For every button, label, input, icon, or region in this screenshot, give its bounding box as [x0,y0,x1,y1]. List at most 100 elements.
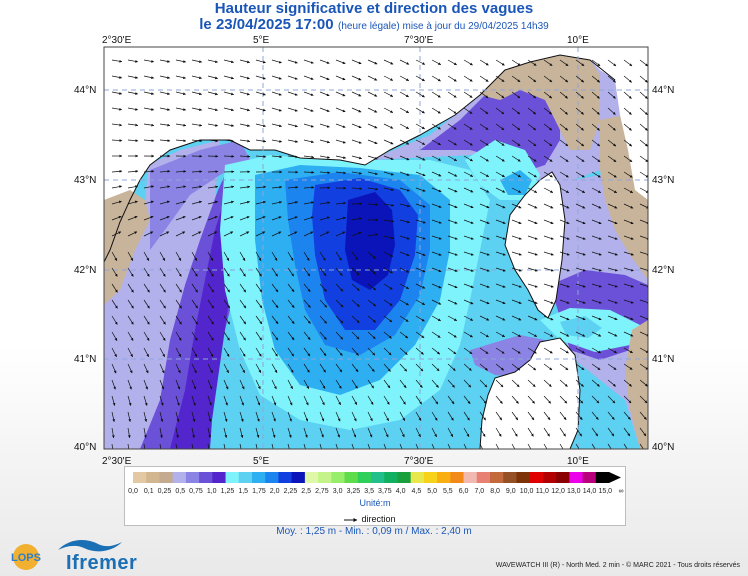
direction-arrow [335,155,347,159]
direction-arrow [351,427,357,438]
legend-swatch [172,472,187,483]
direction-arrow [111,139,123,142]
direction-arrow [415,363,424,372]
direction-arrow [623,347,633,354]
direction-arrow [623,203,634,209]
direction-arrow [607,139,617,147]
direction-arrow [143,315,150,325]
direction-arrow [431,75,441,82]
direction-arrow [303,107,314,112]
direction-arrow [447,203,458,208]
direction-arrow [143,283,150,293]
direction-arrow [255,91,266,96]
direction-arrow [175,427,179,439]
direction-arrow [207,331,214,341]
direction-arrow [399,219,410,224]
direction-arrow [463,363,472,371]
direction-arrow [447,347,457,355]
direction-arrow [575,219,586,225]
direction-arrow [399,251,410,257]
direction-arrow [319,171,331,174]
direction-arrow [223,231,234,237]
direction-arrow [463,331,473,338]
direction-arrow [575,91,584,99]
direction-arrow [367,123,378,129]
direction-arrow [223,75,234,80]
direction-arrow [143,411,148,422]
direction-arrow [159,411,164,422]
direction-arrow [415,251,426,256]
legend-swatch [146,472,160,483]
direction-arrow [191,395,196,406]
direction-arrow [543,235,554,240]
direction-arrow [287,123,298,128]
legend-swatch [516,472,531,483]
direction-arrow [143,395,148,406]
direction-arrow [255,75,266,80]
direction-arrow [143,75,155,79]
direction-arrow [319,231,330,237]
direction-arrow [207,200,218,205]
direction-arrow [431,427,437,438]
direction-arrow [591,171,601,178]
direction-arrow [543,379,552,387]
direction-arrow [463,155,473,162]
legend-tick-label: 2,0 [269,488,280,495]
direction-arrow [559,395,568,404]
direction-arrow [239,283,247,293]
land-italy-white [615,80,648,200]
direction-arrow [303,395,309,406]
direction-arrow [111,283,118,293]
direction-arrow [175,185,187,189]
direction-arrow [223,185,235,189]
direction-arrow [303,201,315,205]
direction-arrow [335,251,342,261]
direction-arrow [191,315,198,325]
direction-arrow [623,107,632,115]
legend-tick-label: 1,5 [238,488,249,495]
direction-arrow [431,107,441,114]
direction-arrow [223,331,230,341]
lat-label-right-1: 44°N [652,85,675,96]
direction-arrow [239,411,244,422]
direction-arrow [127,363,133,374]
direction-arrow [463,411,470,421]
zone-west-lilac [104,140,220,449]
direction-arrow [127,216,138,221]
direction-arrow [255,267,262,277]
direction-arrow [175,331,182,341]
land-sardinia [479,337,581,449]
direction-arrow [495,443,500,449]
direction-arrow [191,139,203,143]
direction-arrow [207,379,213,390]
direction-arrow [239,363,246,374]
direction-arrow [463,299,474,305]
legend-swatch [463,472,478,483]
direction-arrow [447,155,458,162]
direction-arrow [303,363,310,373]
direction-arrow [303,231,314,237]
direction-arrow [447,395,455,405]
direction-arrow [463,267,474,272]
zone-bonifacio-blue [560,316,602,338]
direction-arrow [479,123,489,130]
direction-arrow [351,347,359,356]
svg-text:LOPS: LOPS [11,552,41,564]
direction-arrow [591,139,601,147]
direction-arrow [607,171,617,178]
direction-arrow [287,139,299,143]
direction-arrow [239,395,244,406]
direction-arrow [511,331,522,338]
direction-arrow [335,347,343,356]
direction-arrow [575,267,586,272]
direction-arrow [255,363,262,373]
direction-arrow [335,379,342,389]
direction-arrow [111,107,123,111]
direction-arrow [559,107,568,115]
direction-arrow [415,203,426,208]
direction-arrow [607,379,616,387]
direction-arrow [319,331,327,340]
direction-arrow [127,91,139,95]
direction-arrow [239,75,250,80]
direction-arrow [623,395,632,404]
